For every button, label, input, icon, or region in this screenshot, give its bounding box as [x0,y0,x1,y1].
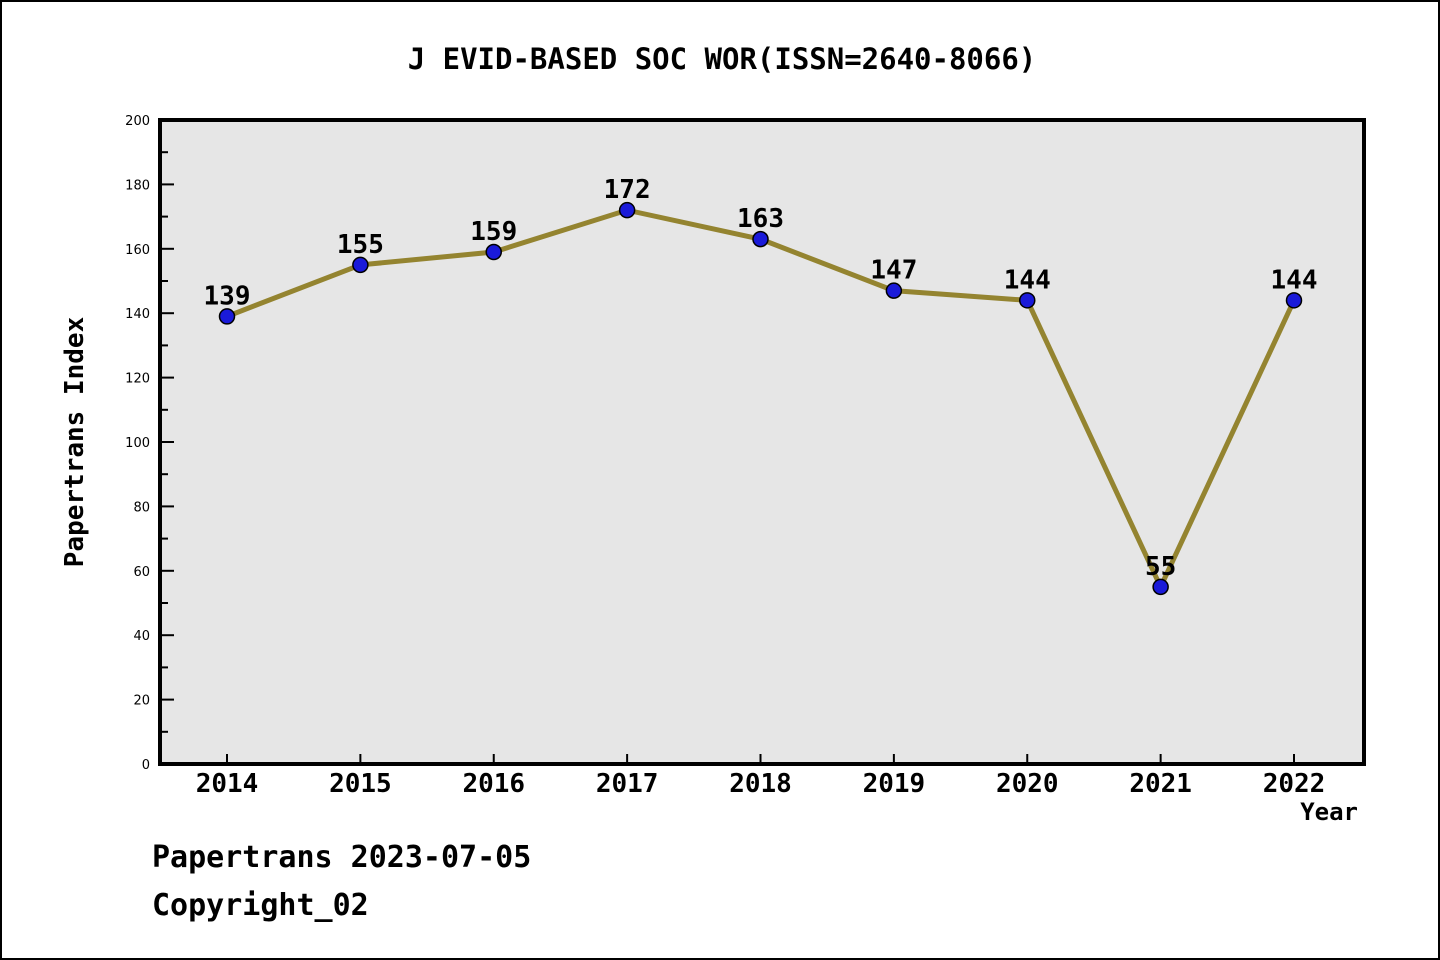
point-value-label: 159 [470,217,517,247]
x-tick-label: 2017 [596,769,659,799]
y-tick-label: 100 [125,436,150,451]
data-point-marker [752,230,769,248]
y-tick-label: 140 [125,307,150,322]
x-tick-label: 2014 [196,769,259,799]
point-value-label: 144 [1004,265,1051,295]
y-tick-label: 80 [133,500,150,515]
data-point-marker [485,243,502,261]
data-point-marker [885,282,903,299]
x-tick-label: 2015 [329,769,392,799]
data-point-marker [1019,292,1036,309]
chart-title: J EVID-BASED SOC WOR(ISSN=2640-8066) [407,42,1037,76]
y-tick-label: 120 [125,372,150,387]
data-point-marker [1285,292,1303,309]
footer-watermark: Papertrans 2023-07-05 [152,840,532,875]
y-tick-label: 20 [133,694,150,709]
x-tick-label: 2016 [462,769,525,799]
point-value-label: 172 [604,175,651,205]
data-point-marker [352,256,369,274]
footer-copyright: Copyright_02 [152,888,369,923]
x-tick-label: 2018 [729,769,792,799]
data-point-marker [618,201,636,219]
y-tick-label: 200 [125,114,150,129]
point-value-label: 144 [1271,265,1318,295]
point-value-label: 155 [337,230,384,260]
x-tick-label: 2019 [863,769,926,799]
data-point-marker [1152,578,1169,596]
point-value-label: 163 [737,204,784,234]
y-tick-label: 0 [142,758,150,773]
data-point-marker [218,308,236,325]
point-value-label: 147 [870,256,917,286]
x-tick-label: 2022 [1263,769,1326,799]
x-tick-label: 2021 [1129,769,1192,799]
y-tick-label: 40 [133,629,150,644]
y-tick-label: 60 [133,565,150,580]
point-value-label: 139 [204,281,251,311]
point-value-label: 55 [1145,552,1176,582]
x-axis-title: Year [1300,798,1358,826]
plot-background [158,118,1366,766]
y-tick-label: 180 [125,178,150,193]
x-tick-label: 2020 [996,769,1059,799]
y-tick-label: 160 [125,243,150,258]
